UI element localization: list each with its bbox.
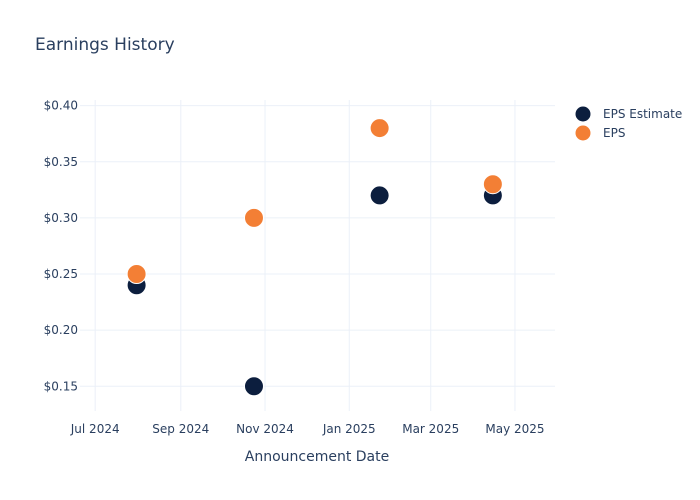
legend-marker-icon [575, 106, 591, 122]
legend-item[interactable]: EPS [575, 125, 626, 141]
x-tick-label: Sep 2024 [152, 422, 209, 436]
data-point[interactable] [126, 264, 147, 285]
legend-marker-icon [575, 125, 591, 141]
legend-item[interactable]: EPS Estimate [575, 106, 683, 122]
y-tick-label: $0.30 [44, 211, 78, 225]
y-tick-label: $0.40 [44, 99, 78, 113]
y-tick-label: $0.20 [44, 323, 78, 337]
x-tick-label: Nov 2024 [236, 422, 294, 436]
y-axis-ticks: $0.15 $0.20 $0.25 $0.30 $0.35 $0.40 [44, 99, 78, 394]
data-point[interactable] [482, 174, 503, 195]
chart-title: Earnings History [35, 35, 175, 55]
series-eps [126, 118, 503, 285]
legend[interactable]: EPS Estimate EPS [575, 106, 683, 141]
grid-layer [80, 100, 555, 411]
data-point[interactable] [243, 207, 264, 228]
x-axis-title: Announcement Date [245, 449, 389, 465]
data-points [126, 118, 503, 397]
x-tick-label: May 2025 [485, 422, 544, 436]
x-axis-ticks: Jul 2024 Sep 2024 Nov 2024 Jan 2025 Mar 2025… [70, 422, 545, 436]
x-tick-label: Jan 2025 [322, 422, 376, 436]
data-point[interactable] [243, 376, 264, 397]
y-tick-label: $0.15 [44, 379, 78, 393]
data-point[interactable] [369, 185, 390, 206]
legend-label: EPS Estimate [603, 107, 682, 121]
y-tick-label: $0.35 [44, 155, 78, 169]
data-point[interactable] [369, 118, 390, 139]
x-tick-label: Jul 2024 [70, 422, 120, 436]
x-tick-label: Mar 2025 [402, 422, 459, 436]
y-tick-label: $0.25 [44, 267, 78, 281]
legend-label: EPS [603, 126, 625, 140]
